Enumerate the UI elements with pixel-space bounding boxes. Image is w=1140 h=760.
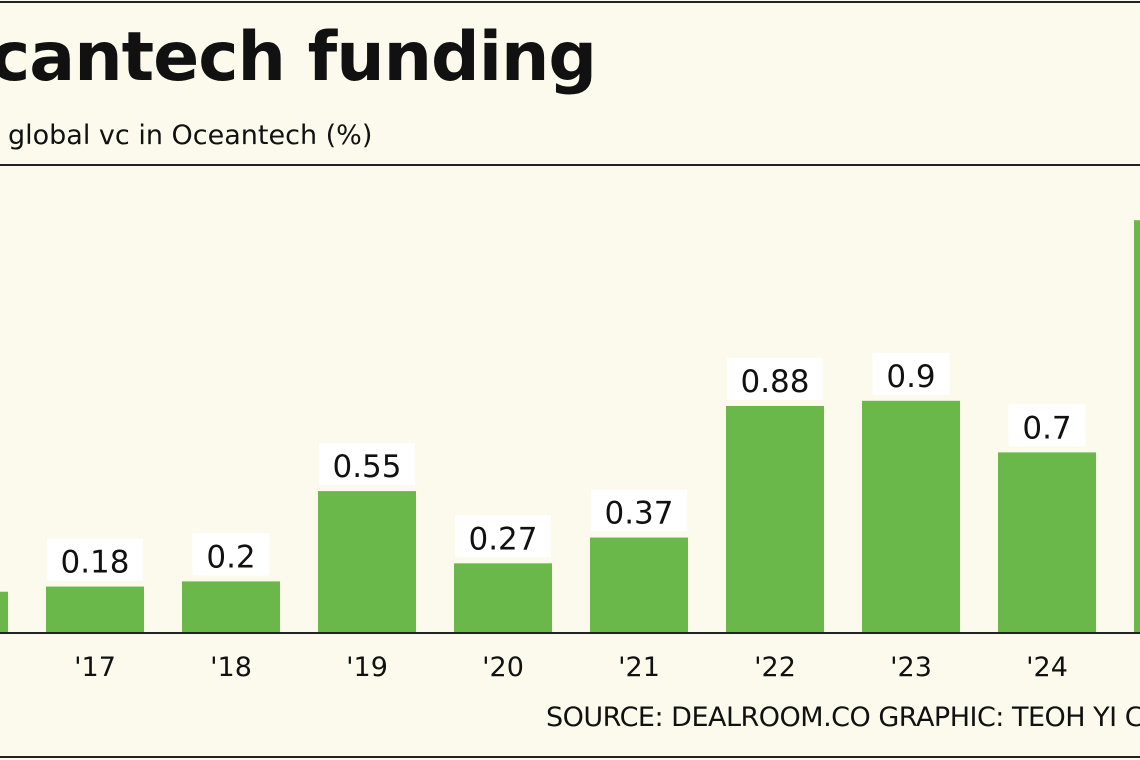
bar — [998, 452, 1096, 633]
header-divider — [0, 164, 1140, 166]
bar — [1134, 220, 1140, 633]
value-label-bg — [727, 357, 823, 400]
bar — [182, 581, 280, 633]
bar — [862, 400, 960, 633]
source-credit: SOURCE: DEALROOM.CO GRAPHIC: TEOH YI C — [546, 702, 1140, 733]
value-label-bg — [455, 515, 551, 558]
bar — [454, 563, 552, 633]
value-label: 0.27 — [468, 521, 537, 557]
chart-subtitle: global vc in Oceantech (%) — [8, 120, 373, 151]
value-label: 0.18 — [60, 545, 129, 581]
x-tick-label: '19 — [346, 652, 388, 683]
bar — [590, 537, 688, 633]
value-label-bg — [319, 443, 415, 486]
x-tick-label: '20 — [482, 652, 524, 683]
value-label-bg — [47, 538, 143, 581]
bar — [0, 591, 8, 633]
x-tick-label: '21 — [618, 652, 660, 683]
value-label: 0.9 — [886, 359, 935, 395]
bar — [318, 491, 416, 633]
x-tick-label: '22 — [754, 652, 796, 683]
x-tick-label: '18 — [210, 652, 252, 683]
value-label: 0.55 — [332, 449, 401, 485]
value-label: 0.2 — [206, 539, 255, 575]
chart-title: cantech funding — [0, 18, 597, 97]
bar — [46, 586, 144, 633]
value-label-bg — [591, 489, 687, 532]
x-tick-label: '17 — [74, 652, 116, 683]
top-border — [0, 1, 1140, 3]
bottom-border — [0, 756, 1140, 758]
value-label-bg — [192, 533, 270, 576]
x-tick-label: '24 — [1026, 652, 1068, 683]
value-label: 0.88 — [740, 364, 809, 400]
value-label: 0.37 — [604, 496, 673, 532]
x-tick-label: '23 — [890, 652, 932, 683]
value-label: 0.7 — [1022, 410, 1071, 446]
value-label-bg — [1008, 404, 1086, 447]
value-label-bg — [872, 352, 950, 395]
bar — [726, 405, 824, 633]
